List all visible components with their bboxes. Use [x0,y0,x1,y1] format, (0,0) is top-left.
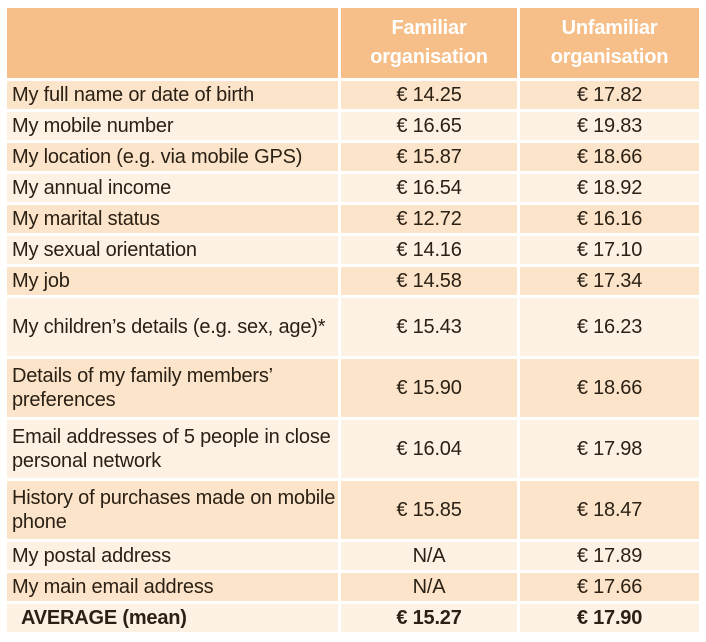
familiar-value: € 15.85 [341,481,517,539]
price-table: Familiar organisation Unfamiliar organis… [7,8,699,632]
familiar-value: € 16.65 [341,112,517,140]
familiar-value: € 15.90 [341,359,517,417]
familiar-value: N/A [341,542,517,570]
row-label: Details of my family members’ preference… [7,359,338,417]
row-label: My job [7,267,338,295]
unfamiliar-value: € 17.34 [520,267,699,295]
familiar-value: € 16.04 [341,420,517,478]
familiar-value: € 15.87 [341,143,517,171]
unfamiliar-value: € 18.66 [520,359,699,417]
familiar-value: € 16.54 [341,174,517,202]
row-label: Email addresses of 5 people in close per… [7,420,338,478]
row-label: History of purchases made on mobile phon… [7,481,338,539]
unfamiliar-value: € 17.66 [520,573,699,601]
row-label: My main email address [7,573,338,601]
unfamiliar-value: € 17.89 [520,542,699,570]
column-header-unfamiliar: Unfamiliar organisation [520,8,699,78]
unfamiliar-value: € 16.16 [520,205,699,233]
row-label: My marital status [7,205,338,233]
row-label: My postal address [7,542,338,570]
row-label: My annual income [7,174,338,202]
row-label: My children’s details (e.g. sex, age)* [7,298,338,356]
average-unfamiliar-value: € 17.90 [520,604,699,632]
familiar-value: € 14.16 [341,236,517,264]
row-label: My sexual orientation [7,236,338,264]
unfamiliar-value: € 17.82 [520,81,699,109]
header-empty-cell [7,8,338,78]
row-label: My full name or date of birth [7,81,338,109]
unfamiliar-value: € 18.47 [520,481,699,539]
unfamiliar-value: € 17.10 [520,236,699,264]
average-familiar-value: € 15.27 [341,604,517,632]
unfamiliar-value: € 18.66 [520,143,699,171]
row-label: My location (e.g. via mobile GPS) [7,143,338,171]
column-header-familiar: Familiar organisation [341,8,517,78]
unfamiliar-value: € 19.83 [520,112,699,140]
unfamiliar-value: € 16.23 [520,298,699,356]
familiar-value: € 14.58 [341,267,517,295]
familiar-value: € 12.72 [341,205,517,233]
familiar-value: € 14.25 [341,81,517,109]
unfamiliar-value: € 17.98 [520,420,699,478]
row-label: My mobile number [7,112,338,140]
unfamiliar-value: € 18.92 [520,174,699,202]
price-table-grid: Familiar organisation Unfamiliar organis… [7,8,699,632]
familiar-value: N/A [341,573,517,601]
familiar-value: € 15.43 [341,298,517,356]
average-row-label: AVERAGE (mean) [7,604,338,632]
